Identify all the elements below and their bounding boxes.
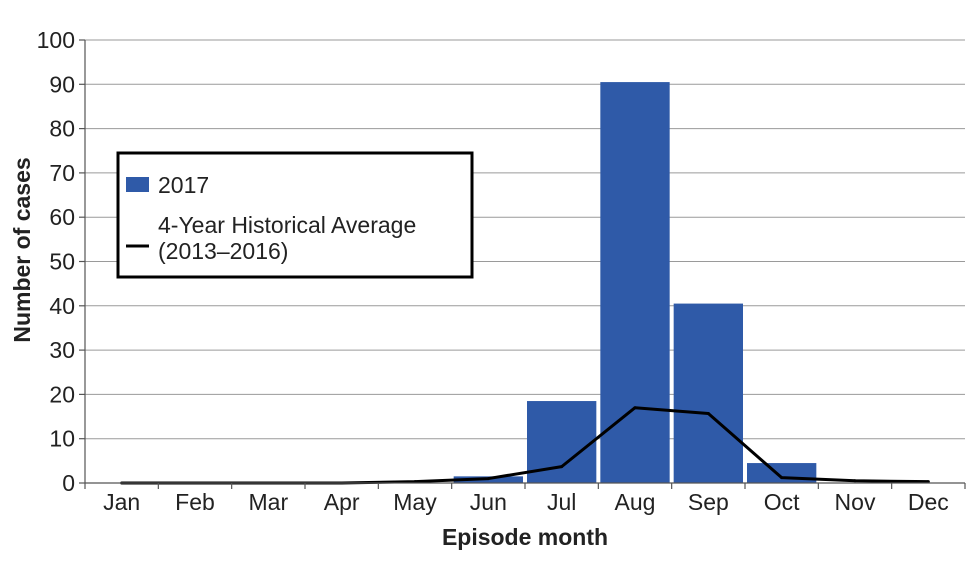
x-tick-label: May: [393, 489, 437, 515]
line-point-nov: [853, 479, 857, 483]
x-tick-label: Jan: [103, 489, 140, 515]
line-point-oct: [780, 476, 784, 480]
line-point-sep: [706, 411, 710, 415]
y-axis-title: Number of cases: [9, 157, 35, 342]
x-axis-title: Episode month: [442, 524, 608, 550]
y-tick-label: 70: [49, 160, 75, 186]
y-tick-label: 80: [49, 116, 75, 142]
legend-label-historical-average: 4-Year Historical Average (2013–2016): [158, 212, 423, 264]
y-tick-label: 10: [49, 426, 75, 452]
legend: 2017 4-Year Historical Average (2013–201…: [116, 151, 474, 279]
y-tick-label: 50: [49, 249, 75, 275]
legend-box: [116, 151, 474, 279]
x-tick-label: Nov: [835, 489, 876, 515]
line-point-aug: [633, 406, 637, 410]
x-tick-label: Apr: [324, 489, 360, 515]
axes: [79, 39, 966, 489]
y-tick-label: 20: [49, 381, 75, 407]
x-tick-label: Jul: [547, 489, 576, 515]
y-tick-label: 90: [49, 71, 75, 97]
bar-sep: [673, 303, 743, 483]
legend-swatch-2017: [126, 177, 149, 192]
bar-series-2017: [453, 82, 817, 484]
x-tick-label: Sep: [688, 489, 729, 515]
x-tick-labels: Jan Feb Mar Apr May Jun Jul Aug Sep Oct Nov Dec: [103, 489, 949, 515]
y-tick-labels: 0 10 20 30 40 50 60 70 80 90 100: [37, 27, 75, 496]
x-tick-label: Mar: [249, 489, 289, 515]
x-tick-label: Jun: [470, 489, 507, 515]
y-tick-label: 40: [49, 293, 75, 319]
line-point-jun: [486, 477, 490, 481]
x-tick-label: Feb: [175, 489, 215, 515]
y-tick-label: 100: [37, 27, 75, 53]
legend-label-line-2: (2013–2016): [158, 238, 288, 264]
y-tick-label: 0: [62, 470, 75, 496]
bar-aug: [600, 82, 670, 484]
legend-label-2017: 2017: [158, 172, 209, 198]
x-tick-label: Aug: [615, 489, 656, 515]
legend-label-line-1: 4-Year Historical Average: [158, 212, 416, 238]
y-tick-label: 60: [49, 204, 75, 230]
x-tick-label: Dec: [908, 489, 949, 515]
x-tick-label: Oct: [764, 489, 800, 515]
line-point-jul: [560, 465, 564, 469]
y-tick-label: 30: [49, 337, 75, 363]
